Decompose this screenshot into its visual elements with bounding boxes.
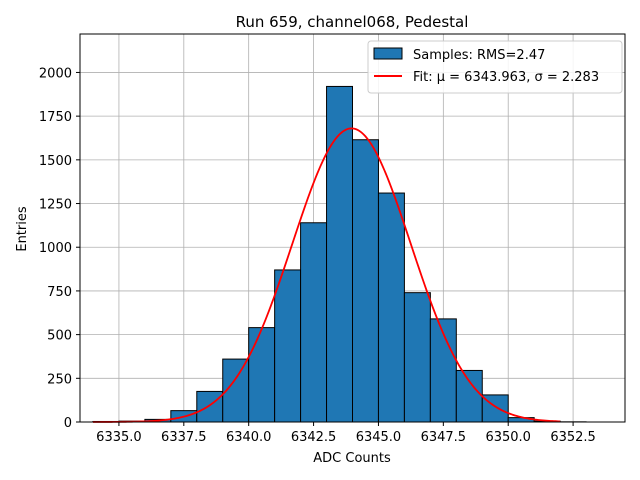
histogram-bar [403, 292, 431, 423]
legend: Samples: RMS=2.47 Fit: μ = 6343.963, σ =… [367, 40, 623, 94]
x-axis: 6335.0 6337.5 6340.0 6342.5 6345.0 6347.5 6350… [96, 422, 596, 445]
y-axis-label: Entries [15, 206, 30, 252]
legend-box [367, 40, 623, 94]
chart-title: Run 659, channel068, Pedestal [236, 13, 469, 31]
histogram-bar [196, 390, 224, 423]
y-tick-label: 1750 [39, 110, 72, 125]
y-tick-label: 500 [47, 329, 72, 344]
y-tick-label: 1500 [39, 154, 72, 169]
x-tick-label: 6347.5 [421, 430, 467, 445]
histogram-bar [300, 222, 328, 423]
histogram-bar [326, 85, 353, 423]
y-tick-label: 2000 [39, 66, 72, 81]
histogram-bar [377, 192, 405, 423]
x-tick-label: 6350.0 [485, 430, 531, 445]
x-tick-label: 6352.5 [550, 430, 596, 445]
x-tick-label: 6345.0 [356, 430, 402, 445]
plot-frame [79, 33, 626, 423]
y-tick-label: 250 [47, 372, 72, 387]
legend-histogram-label: Samples: RMS=2.47 [413, 48, 545, 63]
x-tick-label: 6340.0 [226, 430, 272, 445]
x-tick-label: 6337.5 [161, 430, 207, 445]
legend-histogram-swatch [373, 47, 403, 60]
y-tick-label: 1000 [39, 241, 72, 256]
y-tick-label: 750 [47, 285, 72, 300]
y-tick-label: 0 [64, 416, 72, 431]
histogram-bar [248, 327, 276, 423]
x-tick-label: 6335.0 [96, 430, 142, 445]
histogram-bar [274, 269, 302, 423]
histogram-bar [352, 139, 379, 423]
x-tick-label: 6342.5 [291, 430, 337, 445]
y-tick-label: 1250 [39, 198, 72, 213]
legend-fit-label: Fit: μ = 6343.963, σ = 2.283 [413, 70, 599, 85]
histogram-bar [429, 318, 457, 423]
y-axis: 0 250 500 750 1000 1250 1500 1750 2000 [39, 66, 80, 431]
fit-layer [92, 127, 561, 423]
histogram-bar [455, 369, 483, 423]
x-axis-label: ADC Counts [313, 451, 391, 466]
gaussian-fit-curve [92, 127, 561, 423]
